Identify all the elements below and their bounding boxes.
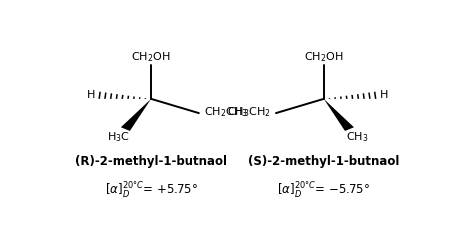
Text: CH$_3$CH$_2$: CH$_3$CH$_2$ <box>228 105 271 119</box>
Text: $[\alpha]_D^{20°C}$= $-$5.75°: $[\alpha]_D^{20°C}$= $-$5.75° <box>277 181 370 201</box>
Text: H$_3$C: H$_3$C <box>107 130 129 144</box>
Text: CH$_3$: CH$_3$ <box>346 130 368 144</box>
Text: (R)-2-methyl-1-butnaol: (R)-2-methyl-1-butnaol <box>75 155 227 168</box>
Text: H: H <box>87 90 95 100</box>
Text: H: H <box>380 90 388 100</box>
Text: CH$_2$OH: CH$_2$OH <box>304 50 344 64</box>
Text: CH$_2$OH: CH$_2$OH <box>131 50 171 64</box>
Polygon shape <box>121 99 151 131</box>
Text: (S)-2-methyl-1-butnaol: (S)-2-methyl-1-butnaol <box>248 155 400 168</box>
Polygon shape <box>324 99 354 131</box>
Text: $[\alpha]_D^{20°C}$= +5.75°: $[\alpha]_D^{20°C}$= +5.75° <box>104 181 198 201</box>
Text: CH$_2$CH$_3$: CH$_2$CH$_3$ <box>204 105 247 119</box>
